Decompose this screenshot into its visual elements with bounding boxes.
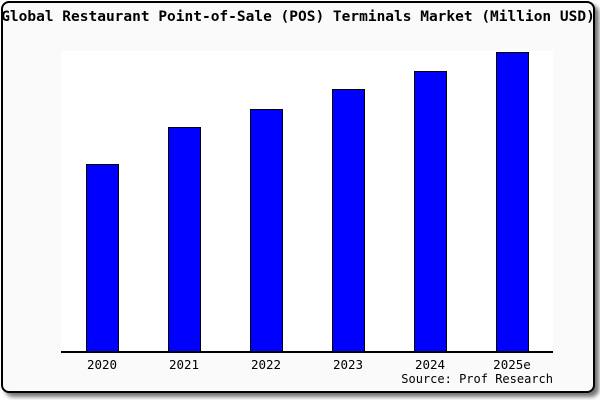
- chart-card: Global Restaurant Point-of-Sale (POS) Te…: [1, 1, 595, 393]
- x-tick-label-2022: 2022: [250, 357, 282, 372]
- x-tick-label-2023: 2023: [332, 357, 364, 372]
- chart-title: Global Restaurant Point-of-Sale (POS) Te…: [1, 9, 595, 25]
- x-tick-label-2020: 2020: [86, 357, 118, 372]
- x-axis-labels: 2020 2021 2022 2023 2024 2025e: [61, 357, 553, 373]
- bar-2024: [413, 71, 447, 351]
- source-credit: Source: Prof Research: [401, 372, 553, 386]
- bar-2023: [331, 89, 365, 351]
- x-tick-label-2024: 2024: [414, 357, 446, 372]
- bar-2020: [85, 164, 119, 351]
- bar-2022: [249, 108, 283, 351]
- bar-2025e: [495, 52, 529, 351]
- x-tick-label-2021: 2021: [168, 357, 200, 372]
- plot-area: [61, 51, 553, 353]
- x-tick-label-2025e: 2025e: [493, 357, 531, 372]
- bar-2021: [167, 126, 201, 351]
